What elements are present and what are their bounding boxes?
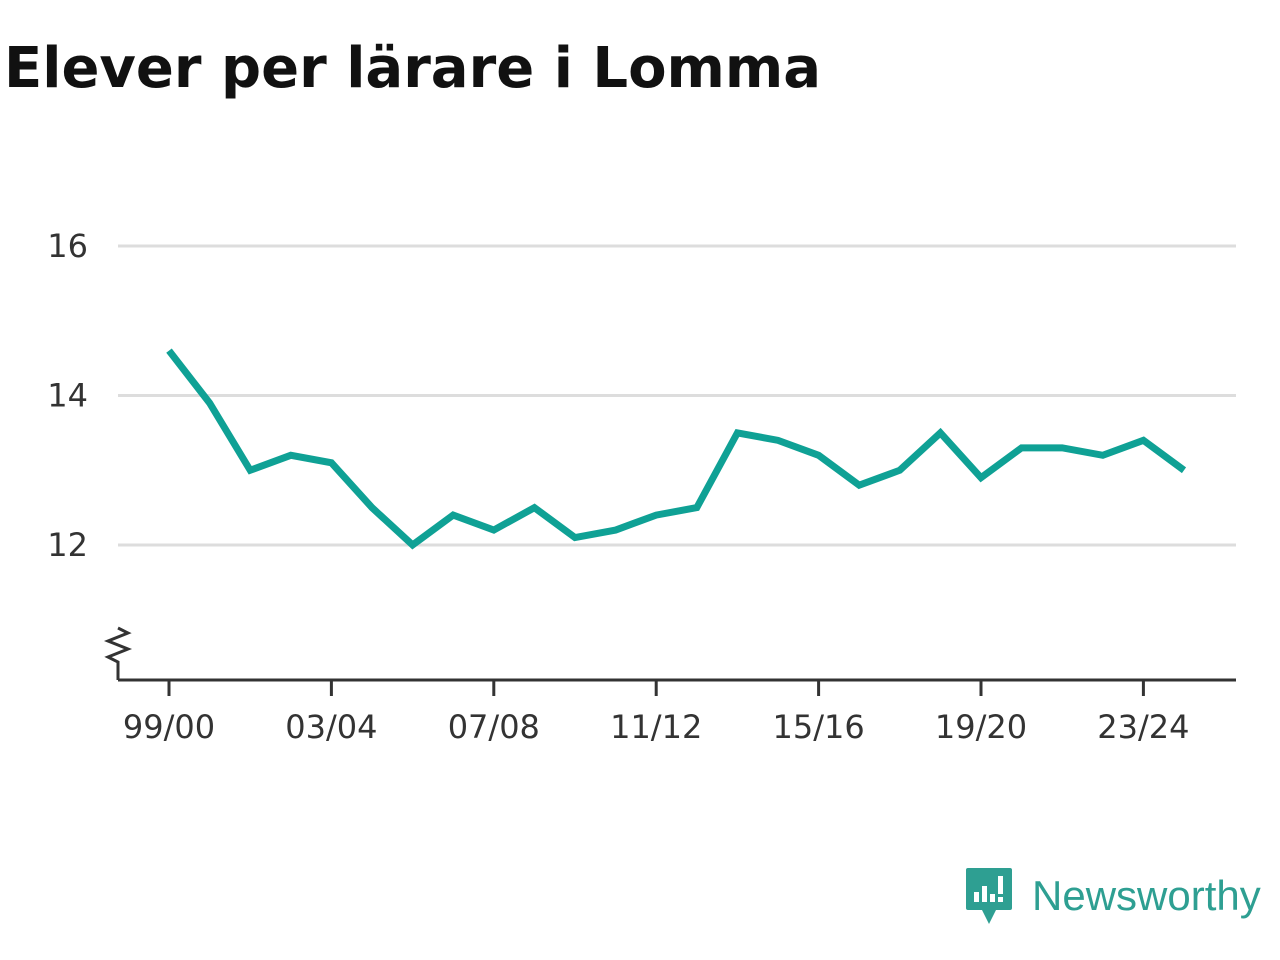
data-point-03/04 bbox=[331, 462, 332, 463]
data-point-99/00 bbox=[169, 350, 170, 351]
data-point-00/01 bbox=[209, 402, 210, 403]
data-point-11/12 bbox=[656, 515, 657, 516]
data-point-07/08 bbox=[493, 530, 494, 531]
chart-title: Elever per lärare i Lomma bbox=[4, 36, 822, 101]
data-point-10/11 bbox=[615, 530, 616, 531]
data-point-21/22 bbox=[1062, 447, 1063, 448]
data-point-09/10 bbox=[575, 537, 576, 538]
x-tick-label-15/16: 15/16 bbox=[772, 708, 864, 746]
data-point-01/02 bbox=[250, 470, 251, 471]
data-point-08/09 bbox=[534, 507, 535, 508]
data-point-04/05 bbox=[372, 507, 373, 508]
x-tick-label-99/00: 99/00 bbox=[123, 708, 215, 746]
data-point-06/07 bbox=[453, 515, 454, 516]
y-tick-label-14: 14 bbox=[47, 377, 88, 415]
data-point-17/18 bbox=[899, 470, 900, 471]
y-tick-label-12: 12 bbox=[47, 526, 88, 564]
newsworthy-chart-bubble-icon bbox=[966, 868, 1012, 924]
y-axis-labels: 12 14 16 bbox=[47, 227, 88, 564]
data-point-02/03 bbox=[290, 455, 291, 456]
data-point-18/19 bbox=[940, 432, 941, 433]
data-point-14/15 bbox=[778, 440, 779, 441]
data-point-13/14 bbox=[737, 432, 738, 433]
x-tick-label-07/08: 07/08 bbox=[448, 708, 540, 746]
brand-logo: Newsworthy bbox=[964, 864, 1261, 928]
data-point-15/16 bbox=[818, 455, 819, 456]
data-point-16/17 bbox=[859, 485, 860, 486]
data-point-22/23 bbox=[1102, 455, 1103, 456]
data-point-23/24 bbox=[1143, 440, 1144, 441]
data-point-12/13 bbox=[696, 507, 697, 508]
data-point-24/25 bbox=[1184, 470, 1185, 471]
x-tick-label-11/12: 11/12 bbox=[610, 708, 702, 746]
x-tick-label-03/04: 03/04 bbox=[285, 708, 377, 746]
data-point-20/21 bbox=[1021, 447, 1022, 448]
series-line-0 bbox=[166, 348, 1187, 550]
x-tick-label-19/20: 19/20 bbox=[935, 708, 1027, 746]
data-point-19/20 bbox=[981, 477, 982, 478]
x-axis-labels: 99/00 03/04 07/08 11/12 15/16 19/20 23/24 bbox=[123, 708, 1190, 746]
axis-break-marker bbox=[103, 626, 133, 680]
x-axis bbox=[103, 626, 1236, 696]
brand-name: Newsworthy bbox=[1032, 872, 1261, 919]
data-point-05/06 bbox=[412, 545, 413, 546]
series-group bbox=[166, 348, 1187, 550]
y-tick-label-16: 16 bbox=[47, 227, 88, 265]
grid-lines bbox=[118, 244, 1236, 547]
x-tick-label-23/24: 23/24 bbox=[1097, 708, 1189, 746]
